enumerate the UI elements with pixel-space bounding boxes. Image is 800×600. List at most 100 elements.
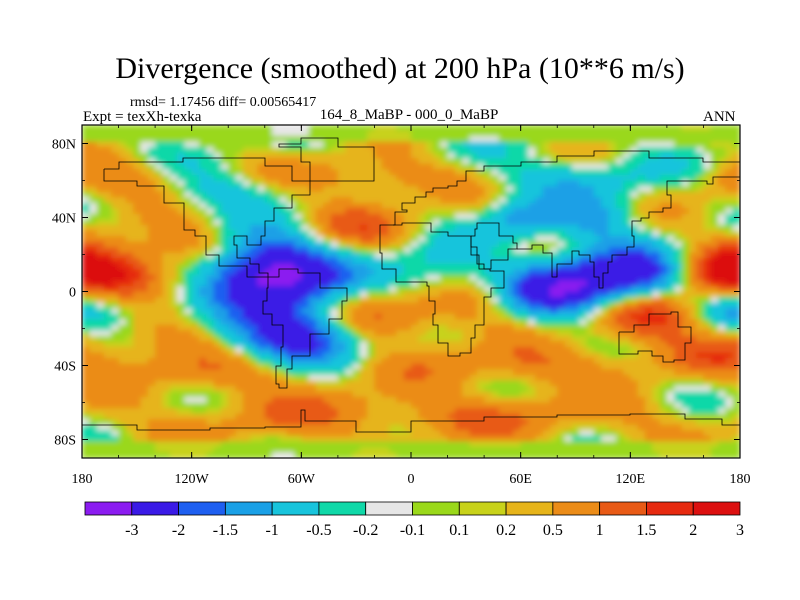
field-cell <box>286 224 295 232</box>
field-cell <box>82 374 90 381</box>
field-cell <box>564 258 573 265</box>
field-cell <box>615 202 624 209</box>
field-cell <box>447 208 456 215</box>
field-cell <box>286 186 295 193</box>
field-cell <box>367 324 376 331</box>
field-cell <box>615 352 624 359</box>
field-cell <box>125 125 134 132</box>
field-cell <box>133 274 142 281</box>
field-cell <box>557 408 566 415</box>
field-cell <box>162 130 171 137</box>
field-cell <box>542 302 551 309</box>
field-cell <box>381 319 390 326</box>
field-cell <box>637 391 646 398</box>
field-cell <box>220 380 229 387</box>
field-cell <box>637 136 646 143</box>
field-cell <box>96 363 105 370</box>
field-cell <box>272 174 280 182</box>
field-cell <box>718 141 726 148</box>
field-cell <box>462 308 471 315</box>
field-cell <box>579 280 588 287</box>
field-cell <box>389 174 397 182</box>
field-cell <box>147 158 156 165</box>
field-cell <box>593 197 602 204</box>
field-cell <box>389 419 397 426</box>
field-cell <box>323 380 332 387</box>
field-cell <box>557 380 566 387</box>
field-cell <box>82 180 90 187</box>
field-cell <box>432 335 441 343</box>
field-cell <box>506 280 514 287</box>
field-cell <box>491 230 500 237</box>
field-cell <box>549 274 558 281</box>
field-cell <box>213 313 222 320</box>
field-cell <box>535 152 544 159</box>
field-cell <box>688 158 697 165</box>
field-cell <box>191 297 200 304</box>
field-cell <box>608 269 617 276</box>
field-cell <box>630 380 639 387</box>
field-cell <box>425 263 434 270</box>
field-cell <box>184 352 193 359</box>
field-cell <box>279 358 288 365</box>
field-cell <box>220 136 229 143</box>
field-cell <box>140 219 149 226</box>
field-cell <box>308 369 317 376</box>
field-cell <box>549 224 558 232</box>
field-cell <box>462 347 471 354</box>
field-cell <box>294 280 302 287</box>
field-cell <box>542 174 551 182</box>
field-cell <box>111 324 120 331</box>
field-cell <box>162 330 171 337</box>
field-cell <box>155 396 164 404</box>
field-cell <box>688 269 697 276</box>
field-cell <box>520 186 529 193</box>
field-cell <box>644 419 653 426</box>
field-cell <box>674 213 683 220</box>
field-cell <box>177 424 185 431</box>
field-cell <box>498 363 507 370</box>
field-cell <box>696 308 705 315</box>
field-cell <box>381 285 390 293</box>
field-cell <box>491 197 500 204</box>
field-cell <box>294 163 302 170</box>
field-cell <box>462 269 471 276</box>
field-cell <box>111 136 120 143</box>
field-cell <box>652 413 661 420</box>
field-cell <box>432 274 441 281</box>
field-cell <box>111 219 120 226</box>
field-cell <box>476 308 485 315</box>
field-cell <box>659 374 668 381</box>
field-cell <box>549 163 558 170</box>
field-cell <box>418 291 427 298</box>
field-cell <box>666 125 675 132</box>
field-cell <box>696 330 705 337</box>
field-cell <box>294 197 302 204</box>
field-cell <box>608 363 617 370</box>
field-cell <box>652 191 661 198</box>
field-cell <box>513 385 522 392</box>
field-cell <box>250 252 259 259</box>
field-cell <box>506 136 514 143</box>
field-cell <box>301 369 310 376</box>
field-cell <box>213 363 222 370</box>
field-cell <box>681 413 690 420</box>
field-cell <box>257 236 266 243</box>
field-cell <box>571 125 580 132</box>
field-cell <box>615 396 624 404</box>
field-cell <box>644 391 653 398</box>
field-cell <box>579 352 588 359</box>
field-cell <box>337 224 346 232</box>
field-cell <box>147 180 156 187</box>
field-cell <box>125 347 134 354</box>
field-cell <box>498 280 507 287</box>
field-cell <box>323 347 332 354</box>
field-cell <box>491 158 500 165</box>
field-cell <box>601 247 609 254</box>
field-cell <box>732 252 740 259</box>
field-cell <box>571 147 580 154</box>
field-cell <box>535 197 544 204</box>
field-cell <box>125 202 134 209</box>
field-cell <box>535 302 544 309</box>
field-cell <box>586 202 595 209</box>
